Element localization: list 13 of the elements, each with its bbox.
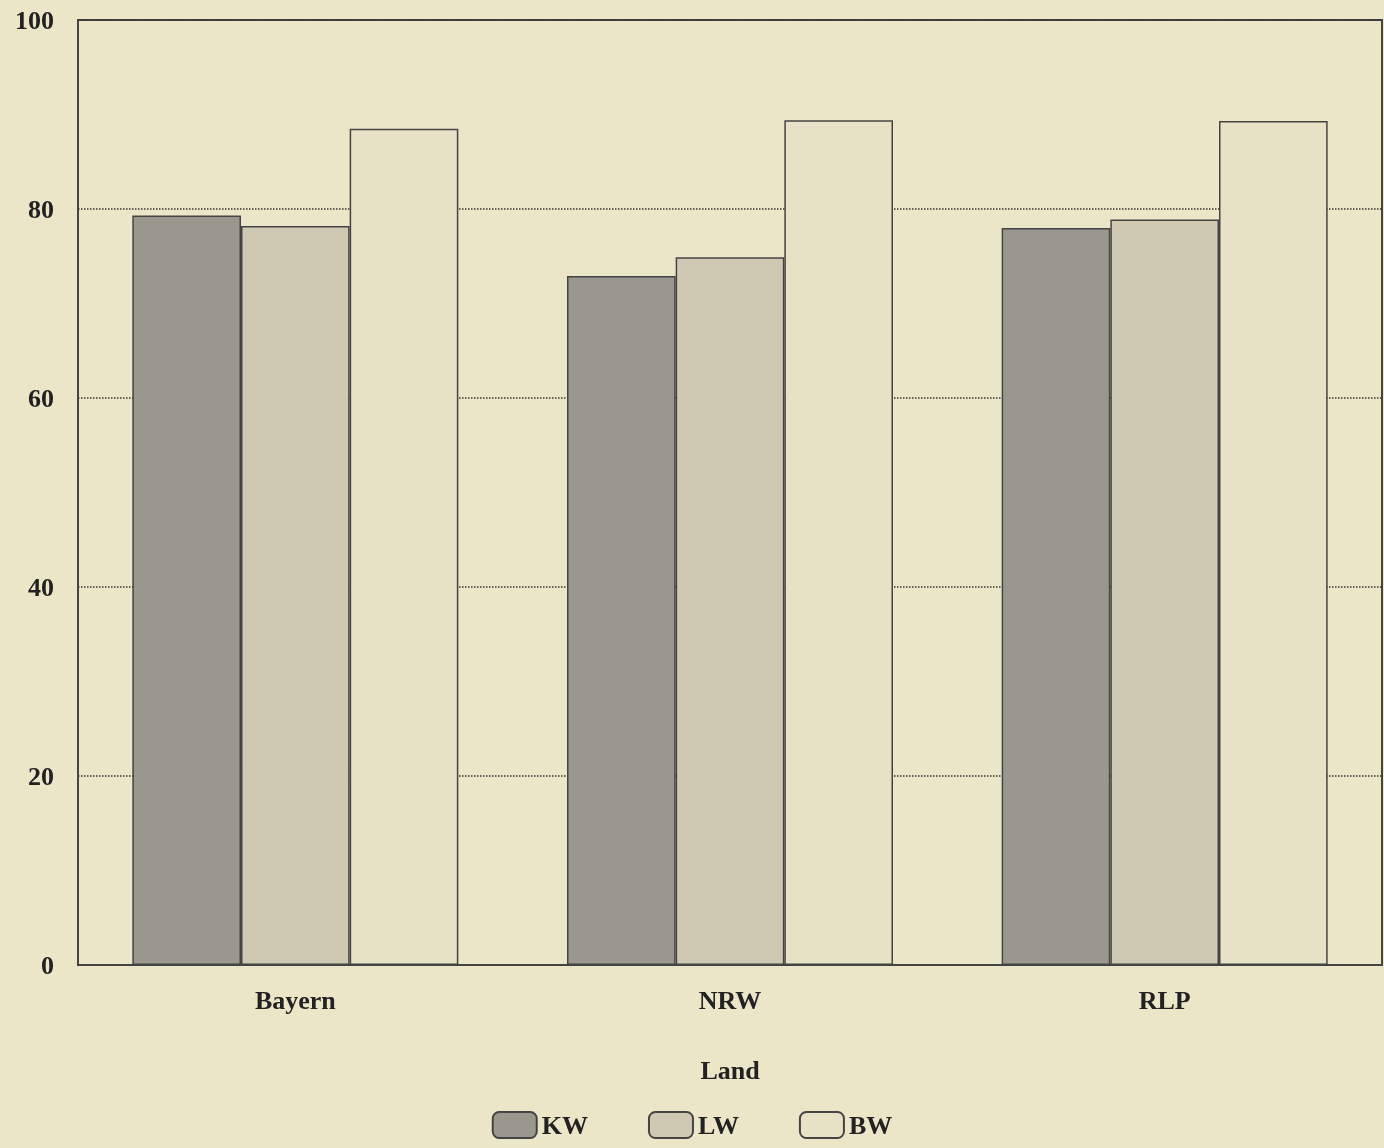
y-tick-label: 100 [15, 5, 54, 35]
legend-label: KW [541, 1110, 588, 1140]
x-tick-label: Bayern [254, 985, 337, 1015]
y-tick-label: 20 [28, 761, 54, 791]
y-tick-label: 40 [28, 572, 54, 602]
legend-label: BW [848, 1110, 893, 1140]
x-axis-title: Land [700, 1055, 761, 1085]
y-tick-label: 80 [28, 194, 54, 224]
x-tick-label: RLP [1138, 985, 1191, 1015]
y-tick-label: 60 [28, 383, 54, 413]
y-tick-label: 0 [41, 950, 54, 980]
legend-label: LW [697, 1110, 739, 1140]
x-tick-label: NRW [698, 985, 762, 1015]
